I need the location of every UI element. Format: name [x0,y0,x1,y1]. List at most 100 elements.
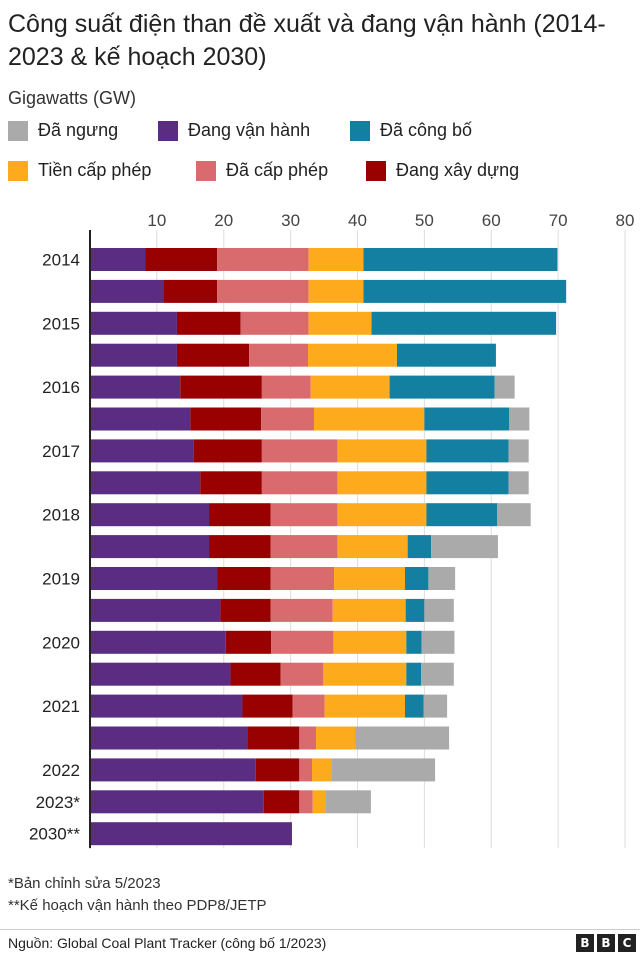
legend-label-construction: Đang xây dựng [396,160,520,180]
bar-segment [263,790,300,814]
bar-segment [271,630,334,654]
bar-segment [308,279,364,303]
bar-segment [308,248,364,271]
bar-segment [424,407,510,431]
bar-segment [389,375,495,399]
bar-segment [337,535,408,559]
bar-segment [312,790,326,814]
bar-segment [270,598,333,622]
bar-segment [90,279,164,303]
bar-segment [247,726,300,750]
y-category-label: 2030** [29,825,80,844]
footnotes: *Bản chỉnh sửa 5/2023 **Kế hoạch vận hàn… [8,873,267,917]
legend-swatch-construction [366,160,386,181]
bar-segment [334,567,405,590]
bar-segment [217,248,309,271]
bar-segment [90,535,210,559]
legend-item-operating: Đang vận hành [158,120,310,141]
bar-segment [90,822,292,846]
bar-segment [421,662,454,686]
bar-segment [217,567,271,590]
bar-segment [190,407,262,431]
bar-segment [292,694,325,718]
legend-swatch-announced [350,120,370,141]
bbc-logo: B B C [576,934,636,952]
bar-segment [90,726,248,750]
bar-segment [299,790,313,814]
bar-segment [406,630,422,654]
bar-segment [428,567,456,590]
legend-item-announced: Đã công bố [350,120,472,141]
bar-segment [337,439,427,463]
bar-segment [405,598,425,622]
bar-segment [225,630,272,654]
legend-swatch-permitted [196,160,216,181]
bar-segment [355,726,450,750]
x-tick-label: 40 [348,211,367,230]
bar-segment [404,694,424,718]
bar-segment [314,407,425,431]
bar-segment [308,343,397,367]
bbc-logo-letter-1: B [576,934,594,952]
bar-segment [431,535,498,559]
bar-segment [220,598,271,622]
bar-segment [324,694,405,718]
y-category-label: 2020 [42,633,80,652]
bar-segment [509,407,530,431]
bar-segment [332,598,406,622]
bar-segment [145,248,218,271]
bar-segment [299,758,313,782]
y-category-label: 2019 [42,570,80,589]
legend-label-operating: Đang vận hành [188,120,311,140]
bar-segment [176,311,241,335]
bar-segment [270,567,335,590]
unit-label: Gigawatts (GW) [8,88,137,108]
x-tick-label: 70 [549,211,568,230]
bar-segment [255,758,300,782]
legend-swatch-operating [158,120,178,141]
bar-segment [261,439,338,463]
y-category-label: 2015 [42,314,80,333]
bar-segment [90,567,218,590]
bar-segment [90,598,221,622]
bar-segment [494,375,515,399]
bbc-logo-letter-3: C [618,934,636,952]
bar-segment [230,662,281,686]
bar-segment [363,248,558,271]
bar-segment [90,694,243,718]
bar-segment [497,503,531,527]
bar-segment [217,279,309,303]
bar-segment [270,503,338,527]
y-category-label: 2014 [42,251,80,270]
legend-label-announced: Đã công bố [380,120,473,140]
bar-segment [90,375,181,399]
legend-item-permitted: Đã cấp phép [196,160,328,181]
bar-segment [200,471,262,495]
bar-segment [90,439,194,463]
bar-segment [308,311,372,335]
bar-segment [90,790,264,814]
bar-segment [90,311,177,335]
bar-segment [261,407,315,431]
bar-segment [508,471,529,495]
bar-segment [270,535,338,559]
chart-title: Công suất điện than đề xuất và đang vận … [8,10,606,71]
footnote-revised: *Bản chỉnh sửa 5/2023 [8,875,161,892]
bar-segment [90,662,231,686]
stacked-bar-chart: 10 20 30 40 50 60 70 80 2014 2015 2016 2017 2018 2019… [29,211,634,849]
y-category-label: 2022 [42,761,80,780]
bar-segment [406,662,422,686]
bar-segment [310,375,390,399]
source-text: Nguồn: Global Coal Plant Tracker (công b… [8,935,327,951]
bar-segment [90,407,191,431]
bar-segment [249,343,309,367]
bar-segment [426,439,509,463]
bar-segment [371,311,557,335]
legend-item-pre-permit: Tiền cấp phép [8,160,151,181]
bar-segment [299,726,317,750]
bar-segment [331,758,436,782]
bar-segment [280,662,324,686]
bbc-logo-letter-2: B [597,934,615,952]
bar-segment [337,503,427,527]
bar-segment [312,758,332,782]
